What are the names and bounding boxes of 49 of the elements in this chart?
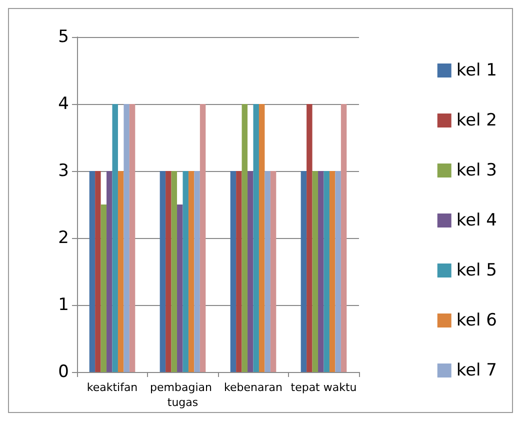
y-tick-label: 1	[58, 295, 69, 315]
y-tick-label: 3	[58, 161, 69, 181]
y-tick-label: 0	[58, 362, 69, 382]
legend-label: kel 5	[456, 260, 497, 280]
bar	[194, 171, 200, 372]
bar	[318, 171, 324, 372]
bar	[106, 171, 112, 372]
bar	[264, 171, 270, 372]
bar	[124, 104, 130, 372]
bar	[129, 104, 136, 372]
bar	[118, 171, 124, 372]
bar	[306, 104, 312, 372]
y-tick-label: 4	[58, 94, 69, 114]
y-tick-label: 5	[58, 27, 69, 47]
bar	[230, 171, 236, 372]
bar	[112, 104, 118, 372]
bar	[324, 171, 330, 372]
bar	[253, 104, 259, 372]
bar	[160, 171, 166, 372]
bar	[335, 171, 341, 372]
legend-label: kel 7	[456, 360, 497, 380]
x-tick-label: tepat waktu	[290, 381, 357, 394]
bar	[188, 171, 194, 372]
bar	[100, 204, 107, 372]
y-tick-label: 2	[58, 228, 69, 248]
bar	[171, 171, 178, 372]
legend-label: kel 4	[456, 210, 497, 230]
bar	[329, 171, 336, 372]
bar	[340, 104, 347, 372]
legend-label: kel 3	[456, 160, 497, 180]
bar	[270, 171, 276, 372]
bar	[248, 171, 254, 372]
bar	[89, 171, 96, 372]
bar	[242, 104, 248, 372]
x-tick-label: kebenaran	[224, 381, 282, 394]
bar	[166, 171, 172, 372]
legend-label: kel 6	[456, 310, 497, 330]
bar	[200, 104, 206, 372]
bar	[312, 171, 318, 372]
bar	[182, 171, 188, 372]
bar	[236, 171, 242, 372]
x-tick-label: keaktifan	[86, 381, 138, 394]
x-tick-label: pembagian tugas	[150, 381, 216, 409]
legend-label: kel 2	[456, 110, 497, 130]
bar	[258, 104, 265, 372]
legend-label: kel 1	[456, 60, 497, 80]
bar	[177, 204, 183, 372]
bar	[300, 171, 307, 372]
bar	[95, 171, 101, 372]
